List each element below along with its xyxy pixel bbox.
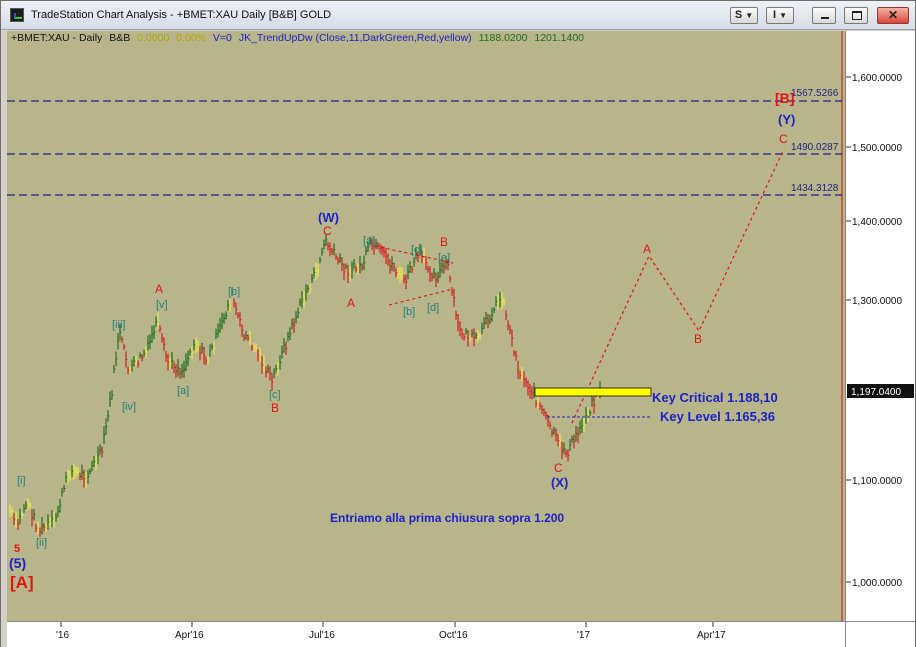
price-tick-label: 1,400.0000: [852, 217, 902, 228]
projection-path: [571, 150, 784, 424]
wave-label-A-big: [A]: [10, 573, 34, 592]
chevron-down-icon: ▼: [779, 11, 787, 20]
legend-val2: 0.00%: [176, 32, 206, 44]
window-title: TradeStation Chart Analysis - +BMET:XAU …: [31, 9, 332, 21]
axis-corner: [845, 621, 915, 647]
time-tick-label: '16: [56, 630, 69, 641]
title-bar[interactable]: TradeStation Chart Analysis - +BMET:XAU …: [1, 1, 915, 30]
level-label-1434: 1434.3128: [791, 183, 839, 194]
legend-indicator: JK_TrendUpDw (Close,11,DarkGreen,Red,yel…: [238, 32, 472, 44]
minimize-button[interactable]: [812, 7, 836, 24]
symbol-link-label: S: [734, 9, 743, 21]
wave-label-e-triangle: [e]: [438, 252, 450, 264]
chart-left-border: [1, 31, 7, 647]
time-tick-label: Apr'17: [697, 630, 726, 641]
price-bars: [9, 233, 602, 537]
wave-label-b-lower: [b]: [228, 286, 240, 298]
key-critical-label: Key Critical 1.188,10: [652, 390, 778, 405]
wave-label-A-proj: A: [643, 242, 651, 256]
wave-label-c-lower: [c]: [269, 389, 281, 401]
wave-label-Y: (Y): [778, 112, 795, 127]
time-tick-label: Jul'16: [309, 630, 335, 641]
time-axis-svg: '16 Apr'16 Jul'16 Oct'16 '17 Apr'17: [56, 622, 726, 641]
chart-legend: +BMET:XAU - Daily B&B 0.0000 0.00% V=0 J…: [11, 32, 588, 44]
price-tick-label: 1,300.0000: [852, 296, 902, 307]
legend-symbol: +BMET:XAU - Daily: [11, 32, 103, 44]
wave-label-B-2: B: [440, 235, 448, 249]
wave-label-five: (5): [9, 555, 26, 571]
price-axis[interactable]: 1,600.0000 1,500.0000 1,400.0000 1,300.0…: [845, 31, 915, 621]
time-tick-label: Oct'16: [439, 630, 468, 641]
last-price-marker: [847, 384, 914, 398]
legend-price1: 1188.0200: [478, 32, 528, 44]
legend-val1: 0.0000: [137, 32, 170, 44]
wave-label-d-triangle: [d]: [427, 302, 439, 314]
legend-study: B&B: [109, 32, 131, 44]
wave-label-five-small: 5: [14, 543, 20, 555]
last-price-label: 1,197.0400: [851, 387, 901, 398]
price-tick-label: 1,100.0000: [852, 476, 902, 487]
price-chart-svg: 1567.5266 1490.0287 1434.3128 Key Critic…: [7, 31, 843, 621]
wave-label-B-1: B: [271, 401, 279, 415]
triangle-lower-line: [388, 288, 454, 306]
price-tick-label: 1,000.0000: [852, 578, 902, 589]
wave-label-v: [v]: [156, 299, 168, 311]
chevron-down-icon: ▼: [745, 11, 754, 20]
wave-label-i: [i]: [17, 475, 26, 487]
wave-label-B-proj: B: [694, 332, 702, 346]
wave-label-iv: [iv]: [122, 401, 136, 413]
level-label-1567: 1567.5266: [791, 88, 839, 99]
triangle-upper-line: [374, 245, 454, 264]
legend-price2: 1201.1400: [534, 32, 585, 44]
time-tick-label: Apr'16: [175, 630, 204, 641]
legend-v: V=0: [212, 32, 232, 44]
wave-label-a-triangle: [a]: [363, 235, 375, 247]
wave-label-ii: [ii]: [36, 537, 47, 549]
wave-label-B-big: [B]: [775, 90, 794, 106]
wave-label-A-1: A: [155, 282, 163, 296]
tradestation-app-icon: [10, 8, 24, 22]
wave-label-b-triangle: [b]: [403, 306, 415, 318]
price-chart-area[interactable]: 1567.5266 1490.0287 1434.3128 Key Critic…: [7, 31, 845, 621]
price-axis-svg: 1,600.0000 1,500.0000 1,400.0000 1,300.0…: [846, 73, 914, 589]
interval-link-label: I: [773, 9, 777, 21]
wave-label-c-triangle: [c]: [411, 244, 423, 256]
entry-note: Entriamo alla prima chiusura sopra 1.200: [330, 511, 564, 525]
price-tick-label: 1,600.0000: [852, 73, 902, 84]
interval-link-button[interactable]: I ▼: [766, 7, 794, 24]
wave-label-C-1: C: [323, 224, 332, 238]
key-level-label: Key Level 1.165,36: [660, 409, 775, 424]
wave-label-A-2: A: [347, 296, 355, 310]
minimize-icon: [821, 17, 829, 19]
wave-label-C-proj: C: [779, 132, 788, 146]
key-critical-box: [534, 387, 652, 397]
symbol-link-button[interactable]: S ▼: [730, 7, 758, 24]
close-icon: ✕: [887, 8, 899, 22]
price-tick-label: 1,500.0000: [852, 143, 902, 154]
wave-label-a-lower: [a]: [177, 385, 189, 397]
wave-label-X: (X): [551, 475, 568, 490]
maximize-button[interactable]: [844, 7, 868, 24]
time-tick-label: '17: [577, 630, 590, 641]
wave-label-iii: [iii]: [112, 319, 125, 331]
close-button[interactable]: ✕: [877, 7, 909, 24]
wave-label-W: (W): [318, 210, 339, 225]
time-axis[interactable]: '16 Apr'16 Jul'16 Oct'16 '17 Apr'17: [7, 621, 845, 647]
wave-label-C-2: C: [554, 461, 563, 475]
maximize-icon: [852, 11, 862, 20]
level-label-1490: 1490.0287: [791, 142, 839, 153]
